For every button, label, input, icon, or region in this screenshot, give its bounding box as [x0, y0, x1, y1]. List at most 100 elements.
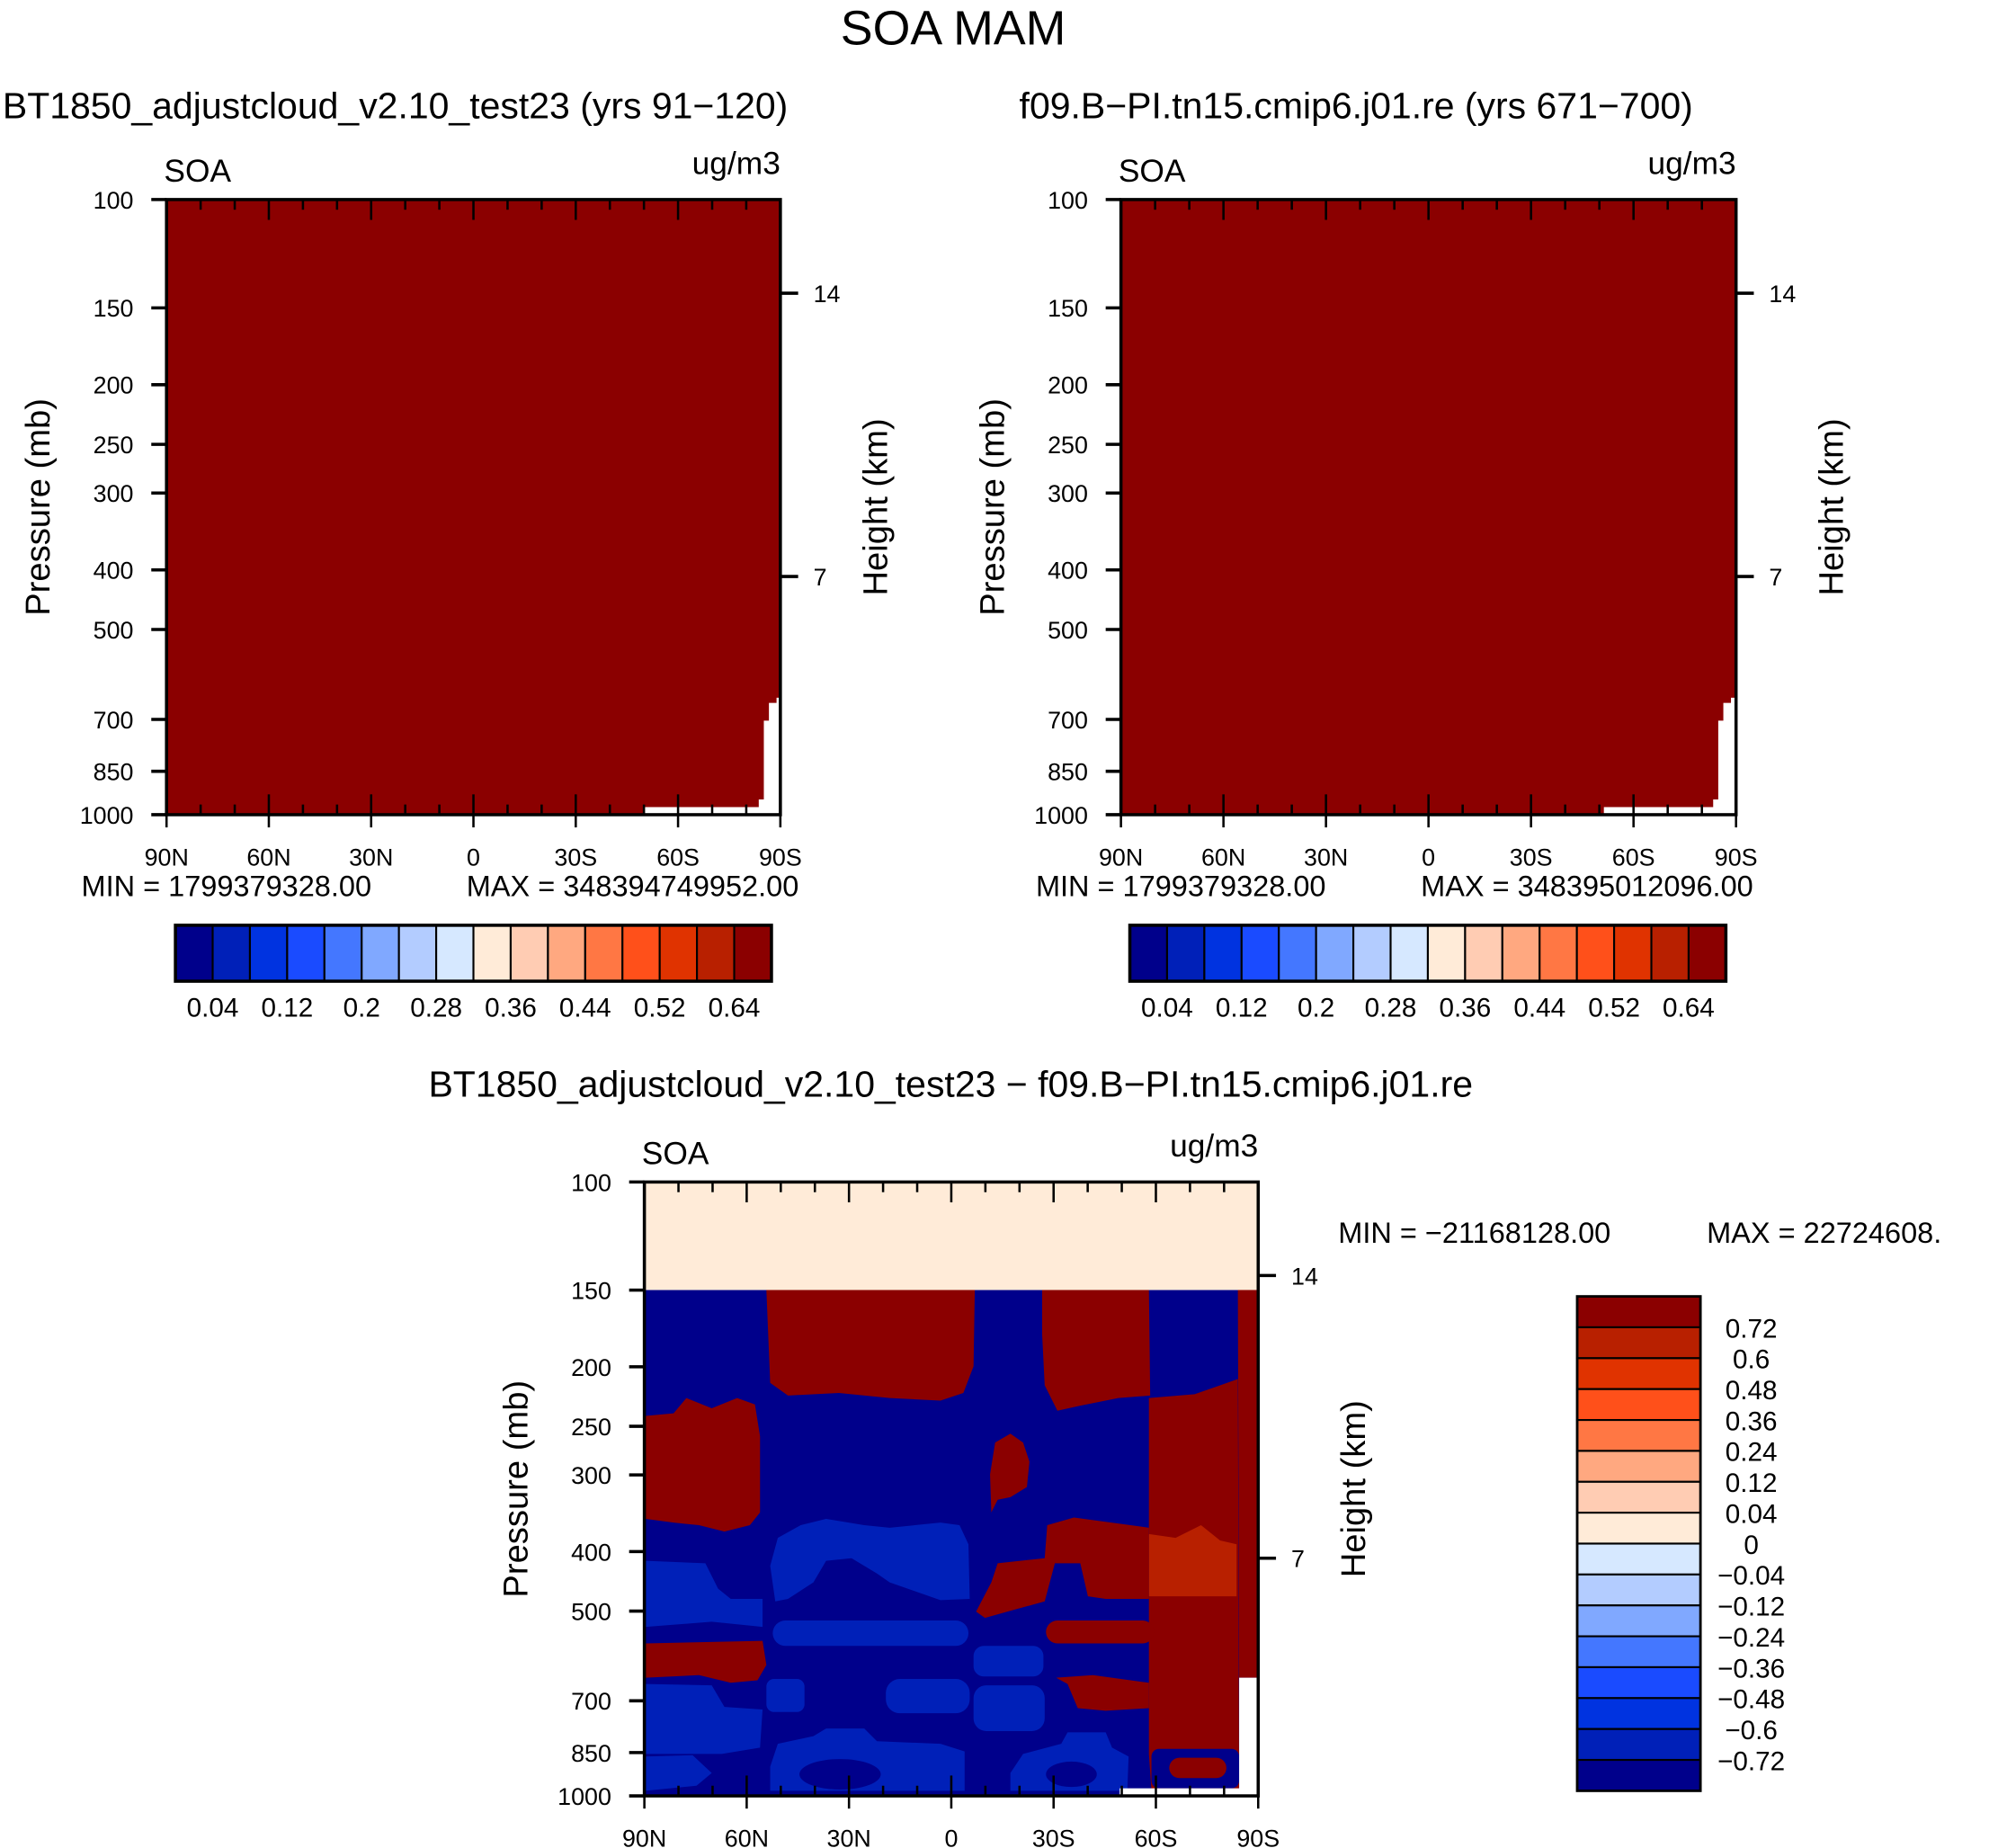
colorbar-box	[1575, 1604, 1702, 1638]
colorbar-box	[435, 924, 475, 983]
panel-model: SOA ug/m3 MIN = 1799379328.00 MAX = 3483…	[19, 147, 895, 1023]
colorbar-box	[696, 924, 736, 983]
axes: 90N 60N 30N 0 30S 60S 90S 100 150 200 250 300 400 500…	[497, 1169, 1373, 1848]
field-fill	[1120, 199, 1736, 815]
colorbar-frame	[174, 924, 773, 983]
colorbar-label: 0.28	[410, 994, 462, 1023]
colorbar-box	[1575, 1542, 1702, 1576]
colorbar-label: 0.44	[1513, 994, 1565, 1023]
y-tick-label: 300	[571, 1462, 611, 1489]
y-tick-label: 100	[94, 187, 134, 214]
y-tick-label: 500	[571, 1598, 611, 1625]
y2-tick-label: 14	[814, 281, 841, 308]
x-tick-label: 90N	[145, 844, 189, 870]
colorbar-box	[1575, 1450, 1702, 1483]
units-label: ug/m3	[1647, 147, 1735, 182]
max-label: MAX = 348394749952.00	[467, 870, 799, 902]
colorbar-box	[361, 924, 400, 983]
y2-tick-label: 7	[1769, 564, 1782, 591]
panel-difference: SOA ug/m3 MIN = −21168128.00 MAX = 22724…	[497, 1129, 1942, 1848]
y2-axis-title: Height (km)	[1334, 1400, 1373, 1577]
y-tick-label: 150	[1048, 295, 1088, 322]
min-label: MIN = −21168128.00	[1338, 1217, 1610, 1249]
x-tick-label: 90S	[1715, 844, 1758, 870]
x-tick-label: 60S	[1135, 1826, 1178, 1848]
x-tick-label: 30S	[1510, 844, 1553, 870]
units-label: ug/m3	[1170, 1129, 1258, 1164]
y2-tick-label: 14	[1769, 281, 1796, 308]
colorbar-box	[1575, 1665, 1702, 1700]
x-tick-label: 60N	[246, 844, 290, 870]
panel-reference: SOA ug/m3 MIN = 1799379328.00 MAX = 3483…	[974, 147, 1851, 1023]
panel3-title: BT1850_adjustcloud_v2.10_test23 − f09.B−…	[428, 1064, 1473, 1105]
colorbar-box	[1315, 924, 1355, 983]
colorbar-label: −0.12	[1717, 1593, 1785, 1622]
y-tick-label: 700	[94, 707, 134, 734]
colorbar: 0.04 0.12 0.2 0.28 0.36 0.44 0.52 0.64	[1128, 924, 1728, 1023]
colorbar-label: −0.48	[1717, 1685, 1785, 1715]
x-tick-label: 0	[467, 844, 480, 870]
colorbar-box	[1501, 924, 1541, 983]
colorbar-box	[1575, 1512, 1702, 1545]
y-tick-label: 100	[1048, 187, 1088, 214]
colorbar-box	[1203, 924, 1243, 983]
colorbar-box	[1389, 924, 1430, 983]
colorbar-label: 0.52	[1588, 994, 1640, 1023]
colorbar-label: 0.12	[1726, 1469, 1778, 1498]
colorbar-box	[1128, 924, 1169, 983]
y-tick-label: 1000	[557, 1783, 611, 1810]
colorbar-box	[1575, 1635, 1702, 1669]
colorbar-label: 0.04	[1141, 994, 1193, 1023]
colorbar-box	[621, 924, 661, 983]
colorbar-label: −0.72	[1717, 1746, 1785, 1776]
x-tick-label: 90N	[1099, 844, 1143, 870]
colorbar-label: 0.04	[1726, 1499, 1778, 1529]
colorbar-box	[1575, 1357, 1702, 1390]
y-tick-label: 400	[571, 1539, 611, 1566]
y-tick-label: 250	[571, 1414, 611, 1441]
colorbar-box	[397, 924, 438, 983]
max-label: MAX = 22724608.	[1707, 1217, 1941, 1249]
colorbar-box	[1575, 1326, 1702, 1360]
axes: 90N 60N 30N 0 30S 60S 90S 100 150 200 250 300 400 500…	[19, 187, 895, 871]
y-tick-label: 250	[94, 432, 134, 459]
colorbar-box	[211, 924, 252, 983]
colorbar-box	[286, 924, 326, 983]
colorbar-box	[1426, 924, 1467, 983]
x-tick-label: 60S	[656, 844, 700, 870]
y-tick-label: 200	[1048, 372, 1088, 399]
colorbar-box	[323, 924, 363, 983]
y-tick-label: 1000	[80, 802, 134, 829]
y-tick-label: 150	[94, 295, 134, 322]
colorbar-box	[1352, 924, 1392, 983]
colorbar-box	[547, 924, 586, 983]
field-label: SOA	[642, 1137, 709, 1172]
colorbar-label: 0.36	[1439, 994, 1491, 1023]
colorbar-box	[1575, 924, 1616, 983]
y-tick-label: 300	[1048, 480, 1088, 507]
colorbar-label: 0.04	[187, 994, 239, 1023]
axes: 90N 60N 30N 0 30S 60S 90S 100 150 200 250 300 400 500…	[974, 187, 1851, 871]
missing-data-area	[1603, 697, 1736, 815]
y-tick-label: 850	[571, 1740, 611, 1767]
max-label: MAX = 348395012096.00	[1421, 870, 1753, 902]
panel2-title: f09.B−PI.tn15.cmip6.j01.re (yrs 671−700)	[1020, 85, 1693, 126]
colorbar-frame	[1128, 924, 1728, 983]
colorbar-box	[472, 924, 513, 983]
colorbar-box	[658, 924, 699, 983]
y-tick-label: 300	[94, 480, 134, 507]
colorbar-label: 0.2	[1298, 994, 1334, 1023]
colorbar-frame	[1575, 1295, 1702, 1792]
y-tick-label: 700	[571, 1688, 611, 1715]
colorbar-box	[1278, 924, 1317, 983]
colorbar-label: 0.2	[343, 994, 380, 1023]
x-tick-label: 30N	[349, 844, 393, 870]
x-tick-label: 30N	[827, 1826, 871, 1848]
y2-tick-label: 7	[1291, 1546, 1305, 1573]
colorbar-label: 0.24	[1726, 1438, 1778, 1468]
colorbar-box	[1575, 1727, 1702, 1762]
colorbar-box	[1575, 1697, 1702, 1730]
colorbar-box	[1575, 1418, 1702, 1452]
y2-tick-label: 14	[1291, 1263, 1318, 1290]
